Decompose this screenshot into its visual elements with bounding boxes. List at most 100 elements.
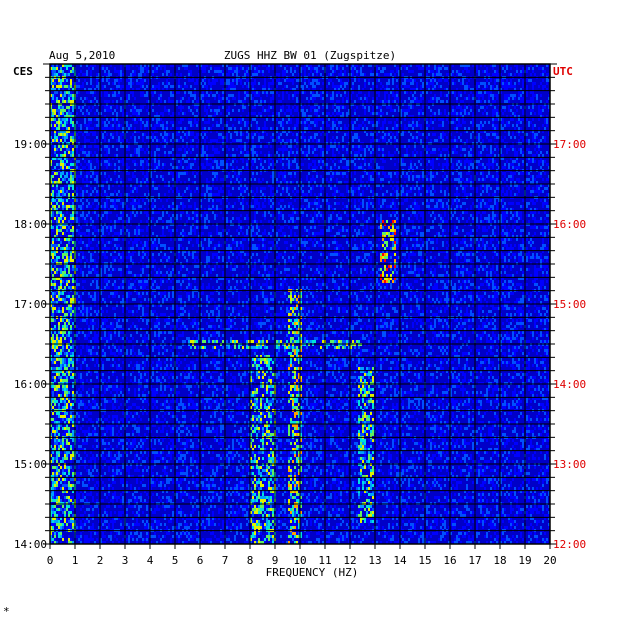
heatmap-cell	[380, 100, 382, 103]
heatmap-cell	[420, 94, 422, 97]
heatmap-cell	[204, 94, 206, 97]
heatmap-cell	[330, 175, 332, 178]
heatmap-cell	[66, 112, 68, 115]
heatmap-cell	[284, 67, 286, 70]
heatmap-cell	[246, 79, 248, 82]
heatmap-cell	[316, 121, 318, 124]
heatmap-cell	[504, 94, 506, 97]
heatmap-cell	[358, 187, 360, 190]
heatmap-cell	[396, 70, 398, 73]
heatmap-cell	[110, 136, 112, 139]
heatmap-cell	[222, 73, 224, 76]
heatmap-cell	[72, 133, 74, 136]
heatmap-cell	[308, 67, 310, 70]
heatmap-cell	[532, 190, 534, 193]
heatmap-cell	[478, 163, 480, 166]
heatmap-cell	[428, 172, 430, 175]
heatmap-cell	[412, 70, 414, 73]
heatmap-cell	[476, 94, 478, 97]
heatmap-cell	[156, 187, 158, 190]
heatmap-cell	[50, 82, 52, 85]
heatmap-cell	[108, 82, 110, 85]
heatmap-cell	[92, 175, 94, 178]
heatmap-cell	[228, 175, 230, 178]
heatmap-cell	[62, 100, 64, 103]
heatmap-cell	[248, 115, 250, 118]
heatmap-cell	[108, 106, 110, 109]
heatmap-cell	[516, 184, 518, 187]
heatmap-cell	[490, 163, 492, 166]
heatmap-cell	[62, 145, 64, 148]
heatmap-cell	[412, 187, 414, 190]
heatmap-cell	[344, 94, 346, 97]
heatmap-cell	[418, 67, 420, 70]
heatmap-cell	[256, 154, 258, 157]
heatmap-cell	[544, 136, 546, 139]
heatmap-cell	[356, 166, 358, 169]
heatmap-cell	[504, 181, 506, 184]
heatmap-cell	[294, 187, 296, 190]
heatmap-cell	[346, 187, 348, 190]
heatmap-cell	[240, 184, 242, 187]
heatmap-cell	[412, 115, 414, 118]
heatmap-cell	[98, 160, 100, 163]
heatmap-cell	[538, 67, 540, 70]
heatmap-cell	[202, 67, 204, 70]
heatmap-cell	[444, 154, 446, 157]
heatmap-cell	[320, 91, 322, 94]
heatmap-cell	[342, 73, 344, 76]
heatmap-cell	[230, 163, 232, 166]
heatmap-cell	[84, 97, 86, 100]
heatmap-cell	[236, 130, 238, 133]
heatmap-cell	[232, 154, 234, 157]
heatmap-cell	[402, 133, 404, 136]
heatmap-cell	[310, 181, 312, 184]
heatmap-cell	[134, 73, 136, 76]
heatmap-cell	[300, 190, 302, 193]
heatmap-cell	[306, 127, 308, 130]
heatmap-cell	[376, 112, 378, 115]
heatmap-cell	[532, 67, 534, 70]
heatmap-cell	[376, 121, 378, 124]
heatmap-cell	[454, 139, 456, 142]
heatmap-cell	[176, 175, 178, 178]
heatmap-cell	[394, 73, 396, 76]
heatmap-cell	[472, 145, 474, 148]
heatmap-cell	[328, 184, 330, 187]
heatmap-cell	[446, 187, 448, 190]
heatmap-cell	[84, 115, 86, 118]
heatmap-cell	[158, 166, 160, 169]
heatmap-cell	[50, 160, 52, 163]
heatmap-cell	[234, 181, 236, 184]
heatmap-cell	[498, 184, 500, 187]
heatmap-cell	[244, 91, 246, 94]
heatmap-cell	[420, 151, 422, 154]
heatmap-cell	[332, 73, 334, 76]
heatmap-cell	[378, 79, 380, 82]
heatmap-cell	[434, 79, 436, 82]
heatmap-cell	[316, 139, 318, 142]
heatmap-cell	[528, 148, 530, 151]
heatmap-cell	[88, 124, 90, 127]
heatmap-cell	[62, 79, 64, 82]
heatmap-cell	[78, 124, 80, 127]
heatmap-cell	[140, 79, 142, 82]
heatmap-cell	[154, 85, 156, 88]
heatmap-cell	[496, 175, 498, 178]
heatmap-cell	[352, 82, 354, 85]
heatmap-cell	[346, 166, 348, 169]
heatmap-cell	[172, 115, 174, 118]
heatmap-cell	[190, 145, 192, 148]
heatmap-cell	[134, 118, 136, 121]
heatmap-cell	[258, 181, 260, 184]
heatmap-cell	[508, 187, 510, 190]
heatmap-cell	[134, 112, 136, 115]
heatmap-cell	[96, 154, 98, 157]
heatmap-cell	[438, 124, 440, 127]
heatmap-cell	[404, 145, 406, 148]
heatmap-cell	[330, 100, 332, 103]
heatmap-cell	[180, 118, 182, 121]
heatmap-cell	[322, 160, 324, 163]
heatmap-cell	[370, 151, 372, 154]
heatmap-cell	[278, 79, 280, 82]
